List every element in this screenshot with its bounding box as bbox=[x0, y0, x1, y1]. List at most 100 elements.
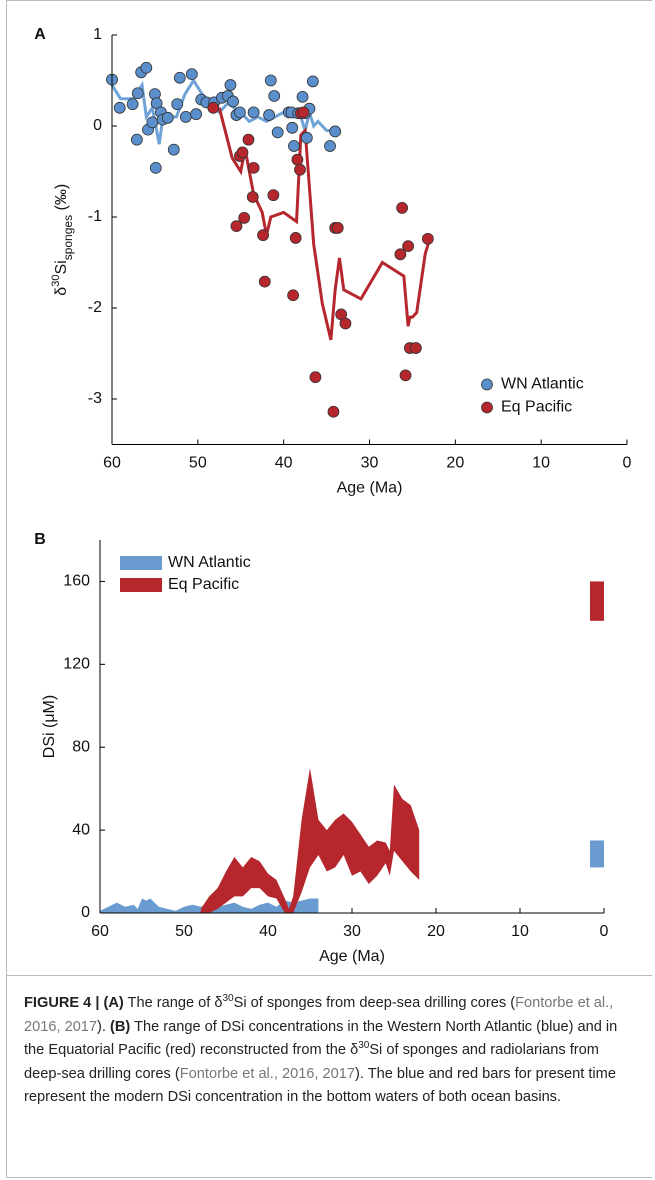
caption-text: 30 bbox=[222, 993, 234, 1005]
data-point bbox=[296, 90, 309, 103]
present-bar bbox=[590, 581, 604, 621]
data-point bbox=[409, 342, 422, 354]
legend-label: WN Atlantic bbox=[501, 376, 584, 393]
data-point bbox=[271, 126, 284, 139]
caption-text: The range of DSi concentrations in the W… bbox=[24, 1018, 618, 1059]
data-point bbox=[149, 161, 162, 174]
data-point bbox=[327, 405, 340, 418]
y-tick-label: 1 bbox=[93, 26, 102, 43]
x-tick-label: 0 bbox=[600, 923, 609, 940]
legend-label: Eq Pacific bbox=[501, 399, 572, 416]
x-tick-label: 60 bbox=[91, 923, 109, 940]
data-point bbox=[268, 90, 281, 102]
x-tick-label: 40 bbox=[275, 455, 293, 472]
data-point bbox=[242, 133, 255, 146]
data-point bbox=[287, 289, 300, 302]
data-point bbox=[297, 106, 310, 119]
figure-frame bbox=[6, 0, 652, 1178]
data-point bbox=[233, 106, 246, 119]
caption-text[interactable]: Fontorbe et al., 2016, 2017 bbox=[24, 995, 614, 1035]
y-tick-label: 40 bbox=[72, 821, 90, 838]
y-tick-label: 160 bbox=[63, 573, 90, 590]
y-axis-label: DSi (μM) bbox=[41, 695, 58, 758]
panel-label: A bbox=[34, 26, 46, 43]
data-point bbox=[185, 68, 198, 81]
series-line bbox=[110, 77, 336, 145]
data-point bbox=[324, 140, 336, 152]
data-point bbox=[238, 212, 251, 224]
data-point bbox=[113, 101, 126, 114]
data-point bbox=[224, 79, 237, 91]
data-point bbox=[396, 201, 409, 214]
data-point bbox=[227, 95, 239, 108]
y-axis-label-part: δ bbox=[53, 287, 70, 296]
data-point bbox=[421, 232, 434, 245]
caption-text: Si of sponges and radiolarians from deep… bbox=[24, 1042, 599, 1082]
x-tick-label: 60 bbox=[103, 455, 121, 472]
legend-label: WN Atlantic bbox=[168, 554, 251, 571]
data-point bbox=[146, 116, 159, 129]
caption: FIGURE 4 | (A) The range of δ30Si of spo… bbox=[24, 992, 634, 1110]
data-point bbox=[131, 87, 144, 100]
data-point bbox=[394, 248, 407, 261]
caption-text[interactable]: Fontorbe et al., 2016, 2017 bbox=[179, 1065, 356, 1082]
data-point bbox=[291, 153, 304, 166]
data-point bbox=[236, 146, 249, 159]
y-axis-label-part: sponges bbox=[61, 215, 75, 260]
y-axis-label: δ30Sisponges (‰) bbox=[50, 184, 75, 296]
y-tick-label: 120 bbox=[63, 656, 90, 673]
data-point bbox=[190, 108, 203, 121]
data-point bbox=[179, 111, 192, 123]
legend-swatch bbox=[120, 556, 162, 570]
y-tick-label: -1 bbox=[88, 208, 102, 225]
legend-marker bbox=[481, 378, 493, 391]
data-point bbox=[331, 222, 344, 234]
data-point bbox=[258, 275, 271, 288]
data-point bbox=[247, 106, 260, 119]
caption-text: ). The blue and red bars for present tim… bbox=[24, 1065, 616, 1106]
x-tick-label: 10 bbox=[532, 455, 550, 472]
data-point bbox=[173, 71, 186, 84]
data-point bbox=[171, 98, 184, 111]
data-point bbox=[399, 369, 412, 382]
x-axis-label: Age (Ma) bbox=[319, 948, 385, 965]
data-point bbox=[167, 143, 180, 156]
caption-text: Si of sponges from deep-sea drilling cor… bbox=[233, 995, 516, 1011]
data-point bbox=[329, 125, 342, 138]
caption-text: (B) bbox=[110, 1018, 131, 1035]
data-point bbox=[288, 140, 300, 152]
data-point bbox=[300, 131, 313, 144]
legend-marker bbox=[481, 401, 493, 414]
x-tick-label: 0 bbox=[623, 455, 632, 472]
x-tick-label: 50 bbox=[175, 923, 193, 940]
panel-label: B bbox=[34, 531, 46, 548]
x-tick-label: 30 bbox=[343, 923, 361, 940]
x-tick-label: 10 bbox=[511, 923, 529, 940]
y-axis-label-part: 30 bbox=[50, 275, 62, 287]
data-point bbox=[264, 74, 277, 87]
x-tick-label: 40 bbox=[259, 923, 277, 940]
data-point bbox=[161, 111, 174, 124]
caption-text: The range of δ bbox=[123, 995, 223, 1011]
y-tick-label: 80 bbox=[72, 738, 90, 755]
data-point bbox=[306, 75, 319, 88]
x-tick-label: 20 bbox=[427, 923, 445, 940]
data-point bbox=[207, 101, 220, 114]
y-axis-label-part: Si bbox=[53, 260, 70, 274]
data-point bbox=[263, 109, 275, 121]
data-point bbox=[247, 161, 260, 174]
data-point bbox=[230, 220, 243, 233]
y-tick-label: 0 bbox=[93, 117, 102, 134]
range-band bbox=[200, 767, 420, 913]
caption-text: ). bbox=[97, 1018, 111, 1035]
data-point bbox=[130, 133, 143, 146]
caption-text: 30 bbox=[358, 1040, 370, 1052]
x-tick-label: 30 bbox=[361, 455, 379, 472]
y-tick-label: -2 bbox=[88, 299, 102, 316]
data-point bbox=[126, 98, 139, 111]
legend-swatch bbox=[120, 578, 162, 592]
present-bar bbox=[590, 840, 604, 868]
data-point bbox=[246, 191, 259, 203]
